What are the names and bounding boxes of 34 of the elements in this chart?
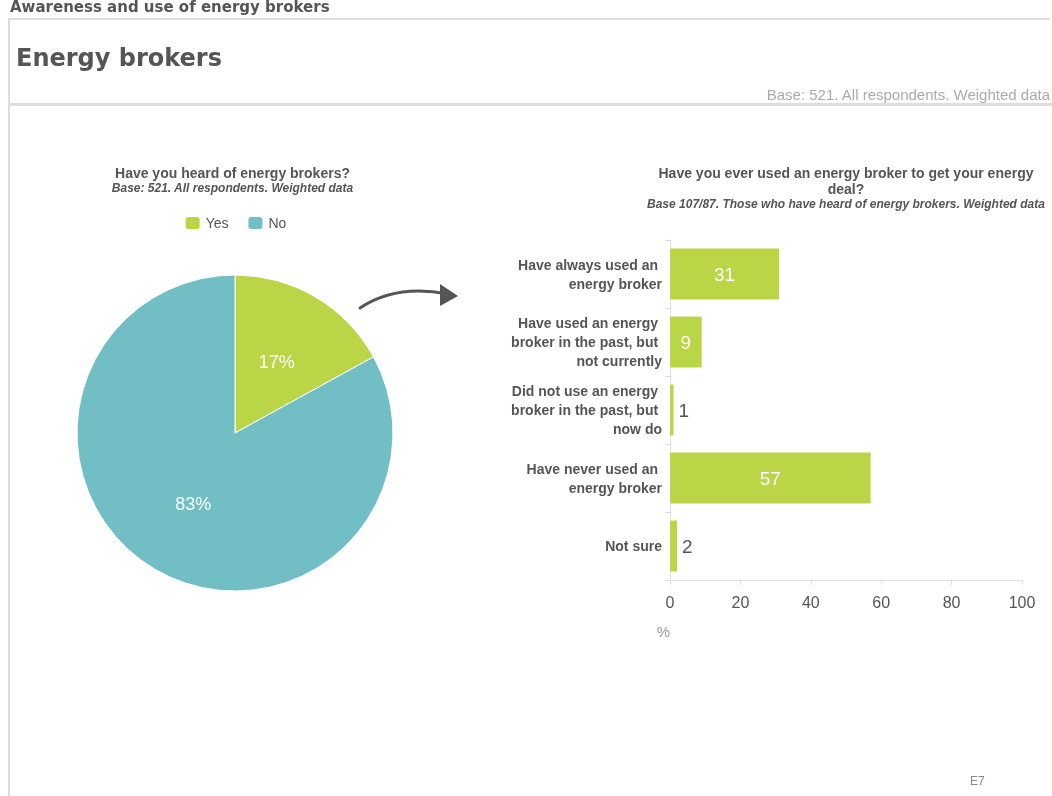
x-tick-label: 60 <box>872 593 891 611</box>
bar <box>670 248 780 300</box>
text: Awareness and use of energy brokers <box>10 0 330 16</box>
x-axis-title: % <box>656 623 670 640</box>
data-label: 1 <box>678 399 690 421</box>
text: E7 <box>970 774 985 788</box>
text: Energy brokers <box>16 44 222 72</box>
chart-subtitle: Base 107/87. Those who have heard of energy brokers. Weighted data <box>646 197 1046 211</box>
bar <box>670 520 678 572</box>
data-label: 57 <box>759 467 781 489</box>
data-label: 2 <box>682 535 693 557</box>
data-label: 17% <box>258 352 295 373</box>
bar <box>670 384 674 436</box>
x-tick-label: 80 <box>942 593 961 611</box>
x-tick-label: 20 <box>731 593 750 611</box>
y-tick-label: Not sure <box>605 538 663 554</box>
chart-title: Have you heard of energy brokers? <box>114 165 351 181</box>
chart-title: Have you ever used an energy broker to get your energy deal? <box>657 165 1035 197</box>
data-label: 83% <box>175 493 212 514</box>
legend-label: Yes <box>205 215 229 231</box>
y-tick-label: Did not use an energy broker in the past, but now do <box>511 383 662 437</box>
y-tick-label: Have always used an energy broker <box>518 256 663 292</box>
y-tick-label: Have never used an energy broker <box>526 460 663 496</box>
data-label: 9 <box>680 331 692 353</box>
x-tick-label: 0 <box>665 593 675 611</box>
x-tick-label: 40 <box>801 593 820 611</box>
bar <box>670 316 702 368</box>
y-tick-label: Have used an energy broker in the past, but not currently <box>511 315 663 369</box>
bar <box>670 452 871 504</box>
data-label: 31 <box>713 263 736 285</box>
chart-subtitle: Base: 521. All respondents. Weighted data <box>110 181 355 195</box>
x-tick-label: 100 <box>1008 593 1036 611</box>
text: Base: 521. All respondents. Weighted data <box>766 86 1050 103</box>
legend-label: No <box>268 215 287 231</box>
